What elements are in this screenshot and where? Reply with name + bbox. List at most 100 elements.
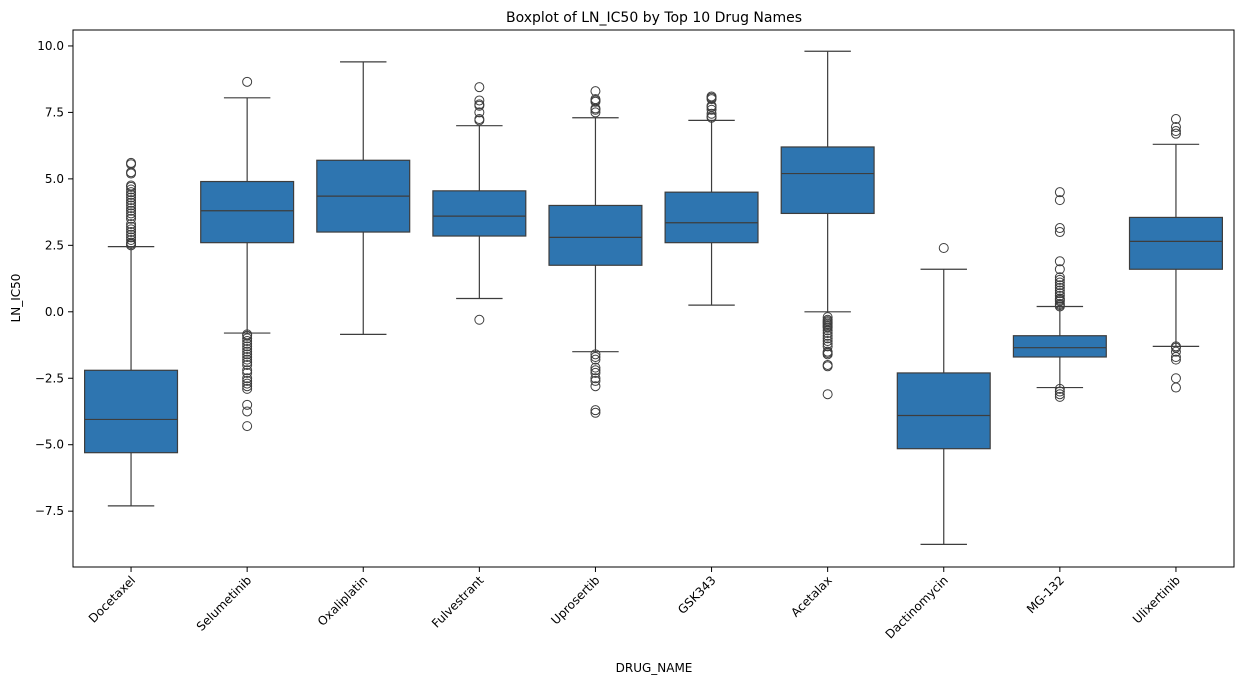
outlier-point — [1054, 288, 1065, 299]
y-axis-label: LN_IC50 — [9, 274, 23, 323]
outlier-point — [242, 421, 253, 432]
outlier-point — [1054, 391, 1065, 402]
outlier-point — [590, 407, 601, 418]
y-tick-label: 5.0 — [45, 172, 64, 186]
outlier-point — [706, 104, 717, 115]
outlier-point — [242, 336, 253, 347]
outlier-point — [1170, 122, 1181, 133]
outlier-point — [1054, 272, 1065, 283]
axes-frame — [72, 29, 1235, 568]
outlier-point — [822, 322, 833, 333]
outlier-point — [1054, 277, 1065, 288]
x-axis-label: DRUG_NAME — [616, 661, 693, 675]
outlier-point — [242, 383, 253, 394]
box-ulixertinib — [1128, 216, 1223, 270]
outlier-point — [938, 242, 949, 253]
box-gsk343 — [664, 191, 759, 244]
outlier-point — [822, 389, 833, 400]
outlier-point — [590, 94, 601, 105]
outlier-point — [590, 86, 601, 97]
outlier-point — [1054, 227, 1065, 238]
outlier-point — [1170, 126, 1181, 137]
outlier-point — [242, 406, 253, 417]
outlier-point — [126, 197, 137, 208]
outlier-point — [1054, 383, 1065, 394]
outlier-point — [242, 373, 253, 384]
outlier-point — [1054, 264, 1065, 275]
outlier-point — [1054, 274, 1065, 285]
outlier-point — [126, 203, 137, 214]
outlier-point — [126, 224, 137, 235]
outlier-point — [590, 375, 601, 386]
outlier-point — [242, 330, 253, 341]
outlier-point — [126, 219, 137, 230]
y-tick-label: −5.0 — [35, 438, 64, 452]
outlier-point — [126, 208, 137, 219]
outlier-point — [1054, 187, 1065, 198]
outlier-point — [822, 349, 833, 360]
outlier-point — [1170, 128, 1181, 139]
outlier-point — [126, 221, 137, 232]
outlier-point — [590, 354, 601, 365]
outlier-point — [590, 107, 601, 118]
outlier-point — [590, 381, 601, 392]
outlier-point — [1054, 223, 1065, 234]
outlier-point — [1054, 280, 1065, 291]
outlier-point — [242, 365, 253, 376]
outlier-point — [1170, 351, 1181, 362]
y-tick-label: 7.5 — [45, 105, 64, 119]
outlier-point — [126, 232, 137, 243]
outlier-point — [1054, 256, 1065, 267]
outlier-point — [706, 108, 717, 119]
outlier-point — [242, 351, 253, 362]
outlier-point — [1054, 195, 1065, 206]
outlier-point — [126, 229, 137, 240]
outlier-point — [822, 341, 833, 352]
outlier-point — [474, 107, 485, 118]
outlier-point — [126, 184, 137, 195]
outlier-point — [126, 195, 137, 206]
outlier-point — [590, 351, 601, 362]
outlier-point — [1054, 285, 1065, 296]
outlier-point — [822, 328, 833, 339]
outlier-point — [242, 349, 253, 360]
outlier-point — [126, 213, 137, 224]
box-fulvestrant — [432, 190, 527, 237]
outlier-point — [126, 187, 137, 198]
outlier-point — [822, 333, 833, 344]
box-uprosertib — [548, 204, 643, 266]
y-tick-label: −7.5 — [35, 504, 64, 518]
outlier-point — [126, 205, 137, 216]
outlier-point — [1170, 346, 1181, 357]
outlier-point — [242, 399, 253, 410]
y-tick-label: 10.0 — [37, 39, 64, 53]
outlier-point — [590, 405, 601, 416]
outlier-point — [590, 362, 601, 373]
box-acetalax — [780, 146, 875, 215]
outlier-point — [126, 180, 137, 191]
outlier-point — [242, 76, 253, 87]
outlier-point — [1170, 382, 1181, 393]
box-mg-132 — [1012, 335, 1107, 358]
box-dactinomycin — [896, 372, 991, 450]
outlier-point — [126, 200, 137, 211]
outlier-point — [474, 95, 485, 106]
chart-title: Boxplot of LN_IC50 by Top 10 Drug Names — [506, 10, 802, 26]
outlier-point — [242, 375, 253, 386]
outlier-point — [1170, 354, 1181, 365]
outlier-point — [822, 325, 833, 336]
outlier-point — [822, 330, 833, 341]
outlier-point — [242, 381, 253, 392]
outlier-point — [822, 336, 833, 347]
outlier-point — [474, 99, 485, 110]
outlier-point — [590, 373, 601, 384]
box-selumetinib — [200, 180, 295, 244]
outlier-point — [590, 365, 601, 376]
box-docetaxel — [84, 369, 179, 454]
outlier-point — [1054, 290, 1065, 301]
outlier-point — [590, 349, 601, 360]
outlier-point — [242, 378, 253, 389]
outlier-point — [126, 235, 137, 246]
y-tick-label: 0.0 — [45, 305, 64, 319]
